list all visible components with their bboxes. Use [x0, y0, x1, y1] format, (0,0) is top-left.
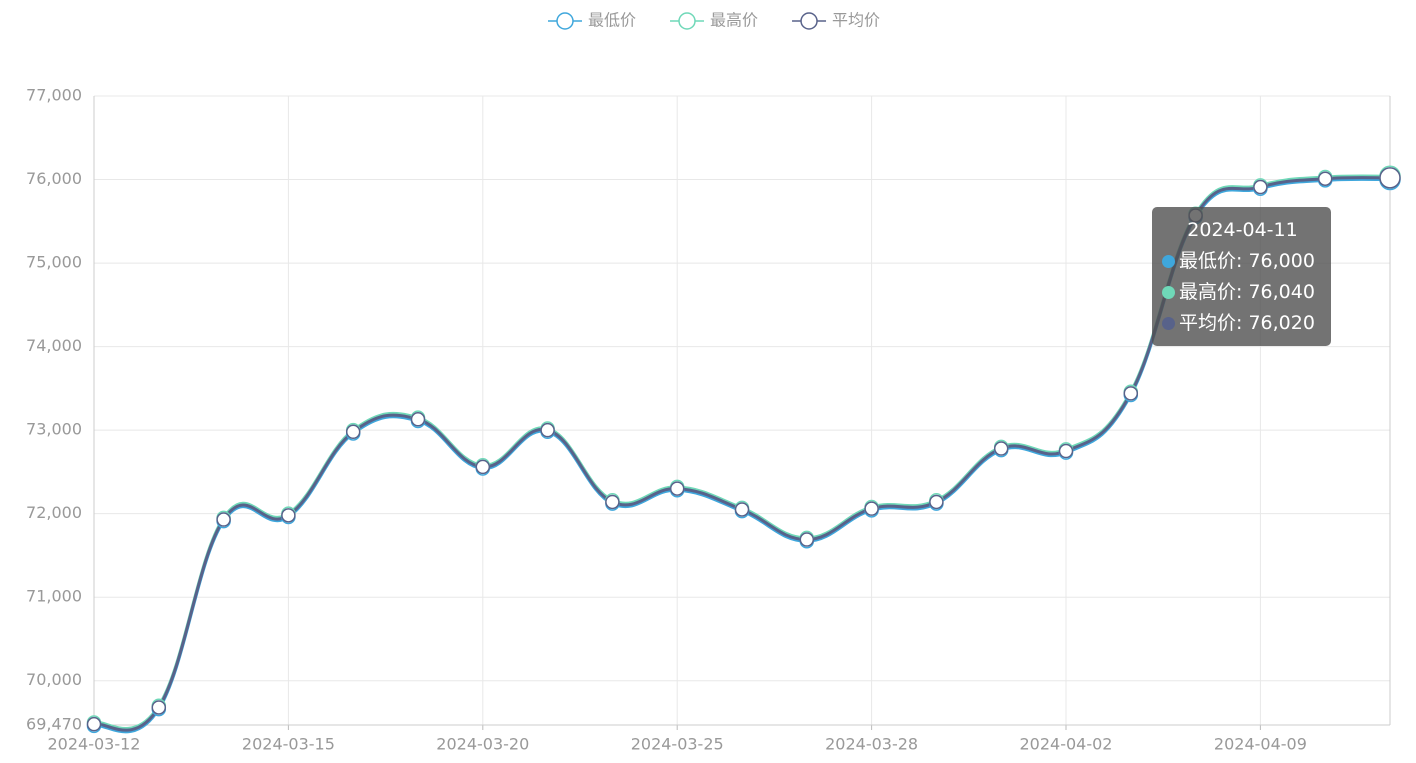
legend-marker — [678, 12, 696, 30]
tooltip-line: 最高价: 76,040 — [1162, 277, 1323, 308]
tooltip-marker — [1162, 255, 1175, 268]
tooltip-text: 最低价: 76,000 — [1179, 250, 1315, 272]
y-tick-label: 71,000 — [26, 587, 82, 606]
legend-marker — [800, 12, 818, 30]
data-point — [281, 508, 296, 523]
legend-item: 平均价 — [792, 11, 880, 30]
y-tick-label: 77,000 — [26, 86, 82, 105]
y-tick-label: 70,000 — [26, 670, 82, 689]
legend-label: 最高价 — [710, 11, 758, 30]
x-tick-label: 2024-04-02 — [1020, 735, 1113, 754]
y-tick-label: 72,000 — [26, 503, 82, 522]
legend-label: 平均价 — [832, 11, 880, 30]
tooltip: 2024-04-11 最低价: 76,000 最高价: 76,040 平均价: 76… — [1152, 207, 1331, 346]
data-point — [1379, 167, 1401, 189]
legend-marker — [556, 12, 574, 30]
data-point — [151, 700, 167, 715]
x-tick-label: 2024-03-12 — [48, 735, 141, 754]
x-tick-label: 2024-03-28 — [825, 735, 918, 754]
tooltip-title: 2024-04-11 — [1187, 219, 1298, 241]
data-point — [864, 501, 879, 516]
x-tick-label: 2024-03-20 — [436, 735, 529, 754]
y-tick-label: 76,000 — [26, 169, 82, 188]
x-tick-label: 2024-03-15 — [242, 735, 335, 754]
tooltip-text: 平均价: 76,020 — [1179, 312, 1315, 334]
data-point — [475, 459, 491, 475]
data-point — [345, 424, 361, 440]
y-tick-label: 73,000 — [26, 420, 82, 439]
data-point — [734, 502, 750, 517]
data-point — [1317, 171, 1333, 186]
data-point — [540, 422, 555, 438]
data-point — [1253, 179, 1268, 195]
legend-label: 最低价 — [588, 11, 636, 30]
data-point — [86, 716, 102, 732]
tooltip-marker — [1162, 286, 1175, 299]
y-tick-label: 69,470 — [26, 715, 82, 734]
tooltip-marker — [1162, 317, 1175, 330]
data-point — [410, 412, 426, 427]
x-tick-label: 2024-04-09 — [1214, 735, 1307, 754]
legend-item: 最高价 — [670, 11, 758, 30]
data-point — [799, 532, 815, 547]
tooltip-text: 最高价: 76,040 — [1179, 281, 1315, 303]
data-point — [605, 494, 620, 510]
data-point — [669, 481, 685, 496]
data-point — [1123, 386, 1139, 401]
y-tick-label: 74,000 — [26, 336, 82, 355]
y-tick-label: 75,000 — [26, 253, 82, 272]
tooltip-line: 平均价: 76,020 — [1162, 308, 1323, 339]
data-point — [1058, 443, 1074, 459]
data-point — [993, 441, 1009, 456]
tooltip-line: 最低价: 76,000 — [1162, 246, 1323, 277]
data-point — [216, 512, 231, 527]
legend-item: 最低价 — [548, 11, 636, 30]
x-tick-label: 2024-03-25 — [631, 735, 724, 754]
data-point — [929, 494, 944, 510]
